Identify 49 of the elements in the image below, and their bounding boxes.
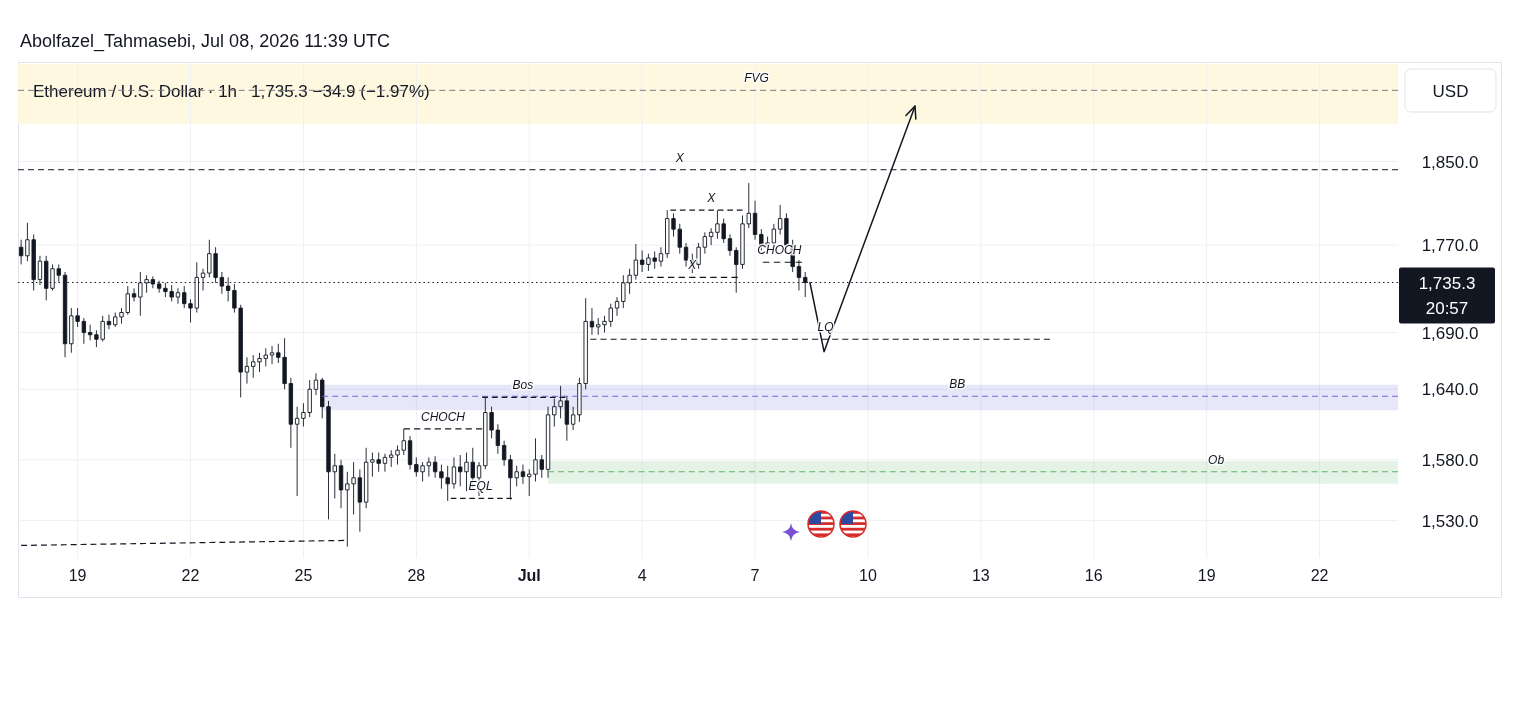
x-tick-label: 7 (750, 567, 760, 584)
candlestick (244, 356, 250, 384)
candlestick (752, 200, 758, 241)
candlestick (614, 296, 620, 317)
x-tick-label: 16 (1084, 567, 1103, 584)
candlestick (131, 287, 137, 302)
candlestick (683, 242, 689, 268)
x-tick-label: 25 (294, 567, 313, 584)
candlestick (338, 459, 344, 509)
annotation: Ob (1208, 452, 1225, 467)
x-tick-label: Jul (517, 567, 541, 584)
y-tick-label: 1,850.0 (1421, 152, 1479, 172)
y-tick-label: 1,640.0 (1421, 380, 1479, 400)
annotation: FVG (744, 71, 769, 86)
x-tick-label: 10 (859, 567, 877, 584)
x-tick-label: 19 (1197, 567, 1216, 584)
x-tick-label: 4 (637, 567, 647, 584)
candlestick (520, 464, 526, 485)
annotation: BB (949, 377, 966, 392)
text: 1,735.3 −34.9 (−1.97%) (251, 82, 430, 101)
y-tick-label: 1,530.0 (1421, 511, 1479, 531)
text: Abolfazel_Tahmasebi, Jul 08, 2026 11:39 UTC (20, 31, 390, 52)
candlestick (727, 233, 733, 257)
x-tick-label: 22 (1310, 567, 1329, 584)
candlestick (269, 345, 275, 365)
text: Ethereum / U.S. Dollar · 1h (33, 82, 238, 101)
candlestick (658, 246, 664, 268)
y-tick-label: 1,770.0 (1421, 236, 1479, 256)
candlestick (589, 307, 595, 336)
candlestick (407, 435, 413, 470)
x-tick-label: 13 (971, 567, 990, 584)
ref-line-label: 1,735.3 20:57 (1418, 273, 1476, 318)
candlestick (545, 406, 551, 479)
annotation: X (674, 150, 685, 165)
x-tick-label: 22 (181, 567, 200, 584)
x-tick-label: 19 (68, 567, 87, 584)
candlestick (313, 372, 319, 396)
annotation: X (706, 191, 717, 206)
y-axis-title: USD (1432, 82, 1469, 101)
y-tick-label: 1,580.0 (1421, 450, 1479, 470)
x-tick-label: 28 (407, 567, 426, 584)
candlestick (382, 453, 388, 473)
y-tick-label: 1,690.0 (1421, 323, 1479, 343)
candlestick (200, 268, 206, 291)
candlestick (175, 287, 181, 305)
candlestick (451, 456, 457, 490)
candlestick (106, 314, 112, 330)
annotation: Bos (512, 378, 534, 393)
annotation: CHOCH (420, 410, 466, 425)
